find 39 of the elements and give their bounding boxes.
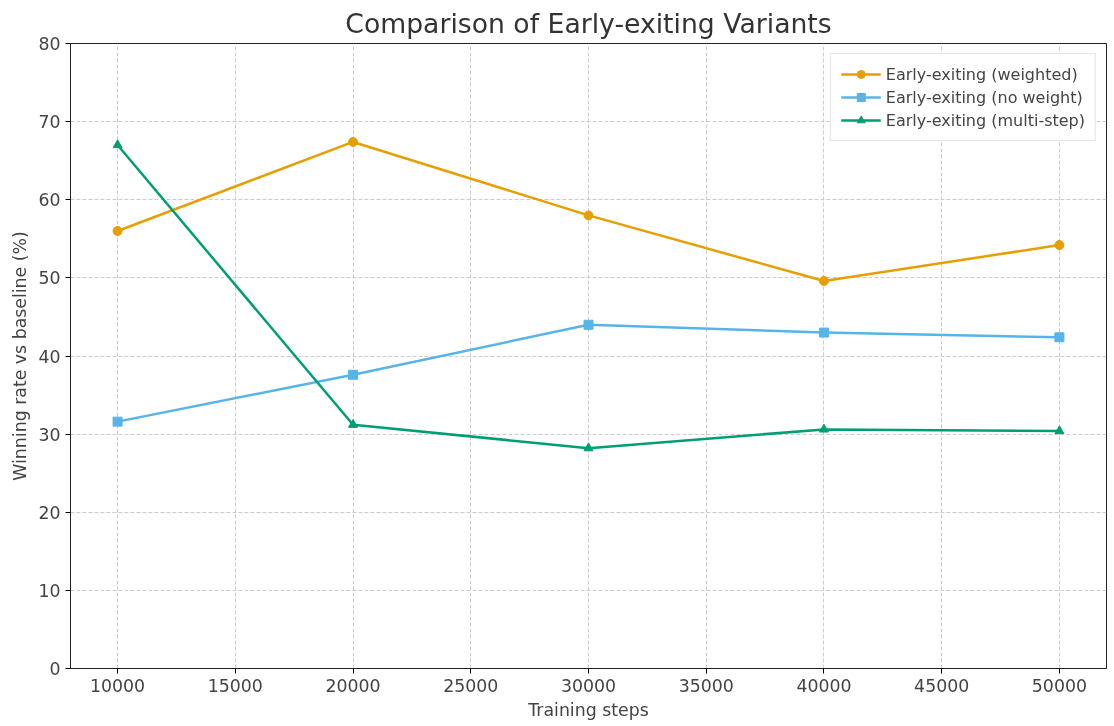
- x-tick-label: 20000: [325, 675, 381, 696]
- x-tick-label: 45000: [914, 675, 970, 696]
- y-tick-label: 50: [38, 268, 61, 289]
- point: [112, 226, 123, 236]
- legend-label: Early-exiting (multi-step): [885, 110, 1085, 130]
- y-tick-label: 80: [38, 34, 61, 54]
- y-axis-title: Winning rate vs baseline (%): [10, 231, 31, 481]
- point: [583, 442, 594, 452]
- y-tick-label: 40: [38, 346, 61, 367]
- x-tick-label: 50000: [1031, 675, 1087, 696]
- point: [112, 139, 123, 149]
- point: [348, 369, 359, 380]
- x-tick-label: 40000: [796, 675, 852, 696]
- y-tick-label: 0: [49, 659, 61, 679]
- y-tick-label: 70: [38, 112, 61, 133]
- point: [348, 419, 359, 428]
- x-tick-label: 30000: [560, 675, 617, 696]
- x-axis-title: Training steps: [527, 699, 649, 720]
- y-tick-label: 10: [38, 580, 61, 601]
- point: [818, 276, 829, 286]
- point: [348, 136, 359, 147]
- y-tick-label: 60: [38, 190, 61, 211]
- legend-label: Early-exiting (no weight): [885, 87, 1083, 107]
- point: [583, 210, 594, 221]
- x-tick-label: 15000: [207, 675, 263, 696]
- x-tick-label: 35000: [678, 675, 734, 696]
- y-tick-label: 30: [38, 424, 61, 445]
- y-tick-label: 20: [38, 502, 61, 523]
- point: [112, 416, 123, 427]
- x-tick-label: 25000: [443, 675, 499, 696]
- legend-label: Early-exiting (weighted): [885, 64, 1078, 84]
- point: [1054, 425, 1065, 435]
- chart-title: Comparison of Early-exiting Variants: [345, 7, 832, 39]
- x-tick-label: 10000: [90, 675, 146, 696]
- point: [818, 327, 829, 338]
- point: [1054, 240, 1065, 251]
- point: [818, 423, 829, 433]
- point: [583, 319, 594, 330]
- point: [1054, 332, 1065, 343]
